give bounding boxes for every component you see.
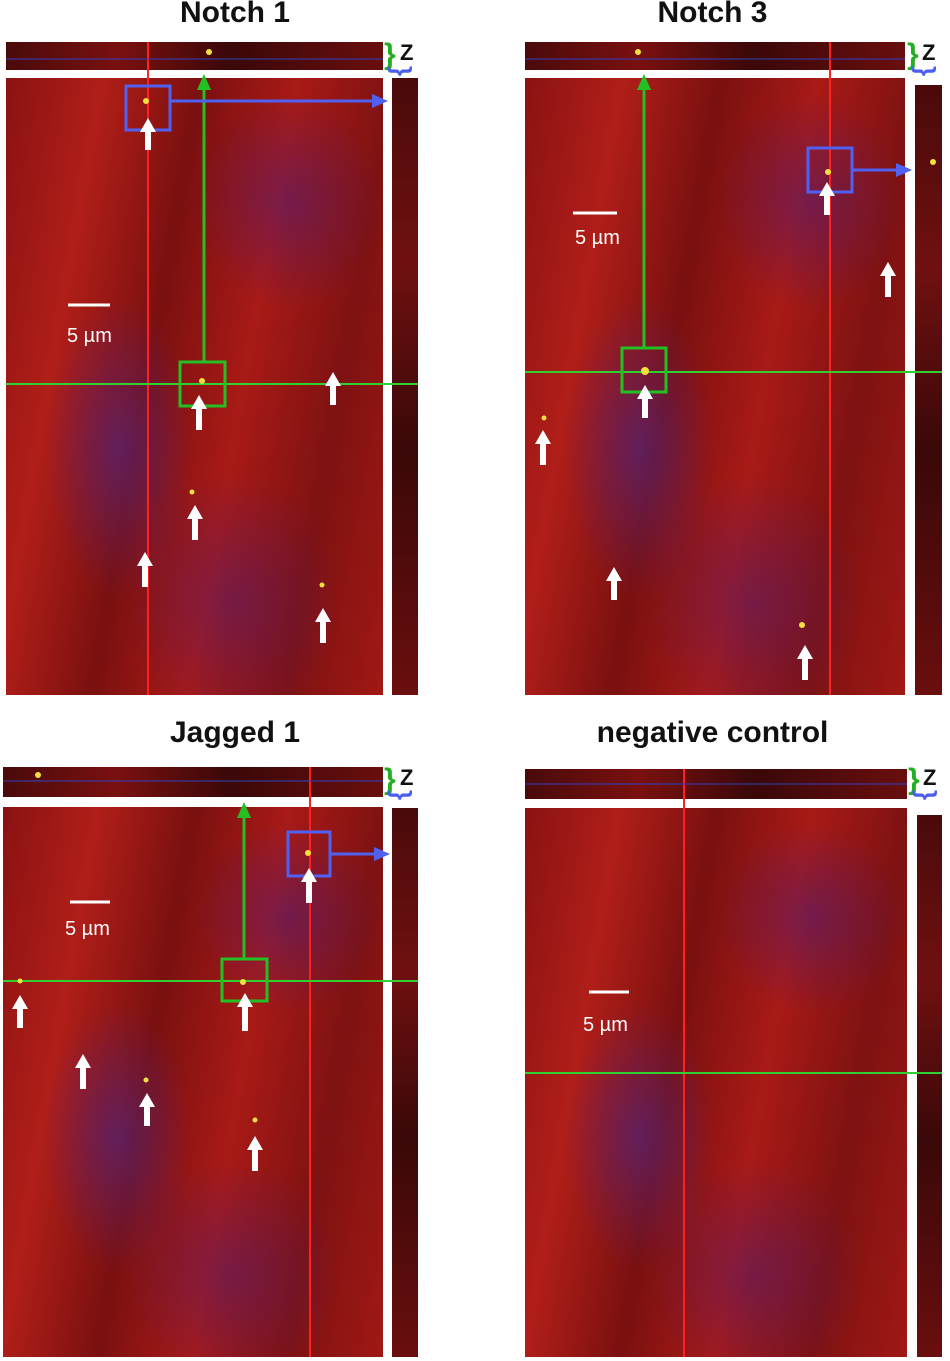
- yz-projection-strip: [392, 78, 418, 695]
- overlay-annotations: [3, 767, 418, 1357]
- micrograph: [525, 808, 907, 1357]
- panel-title: Notch 3: [657, 0, 768, 29]
- z-axis-label: Z: [922, 40, 936, 65]
- yz-projection-strip: [917, 815, 942, 1357]
- z-brace-green: }: [907, 38, 919, 71]
- micrograph: [525, 78, 905, 695]
- yz-projection-strip: [915, 85, 942, 695]
- overlay-annotations: [525, 769, 942, 1357]
- xz-projection-strip: [3, 767, 383, 797]
- z-axis-label: Z: [400, 40, 414, 65]
- micrograph: [6, 78, 383, 695]
- panel-notch-1: Notch 1 } Z } 5 µm: [0, 0, 470, 700]
- scale-bar-label: 5 µm: [67, 325, 112, 347]
- scale-bar-label: 5 µm: [583, 1014, 628, 1036]
- overlay-annotations: [6, 42, 418, 695]
- panel-title: Jagged 1: [169, 716, 301, 749]
- xz-projection-strip: [525, 42, 905, 70]
- panel-title: Notch 1: [179, 0, 290, 29]
- z-brace-green: }: [384, 763, 396, 796]
- micrograph: [3, 807, 383, 1357]
- z-axis-label: Z: [923, 765, 937, 790]
- panel-title: negative control: [596, 716, 829, 749]
- yz-projection-strip: [392, 808, 418, 1357]
- panel-jagged-1: Jagged 1 } Z } 5 µm: [0, 716, 470, 1361]
- scale-bar-label: 5 µm: [65, 918, 110, 940]
- overlay-annotations: [525, 42, 942, 695]
- xz-projection-strip: [6, 42, 383, 70]
- z-axis-label: Z: [400, 765, 414, 790]
- panel-notch-3: Notch 3 } Z } 5 µm: [475, 0, 950, 700]
- panel-negative-control: negative control } Z } 5 µm: [475, 716, 950, 1361]
- z-brace-green: }: [384, 38, 396, 71]
- z-brace-green: }: [908, 763, 920, 796]
- scale-bar-label: 5 µm: [575, 227, 620, 249]
